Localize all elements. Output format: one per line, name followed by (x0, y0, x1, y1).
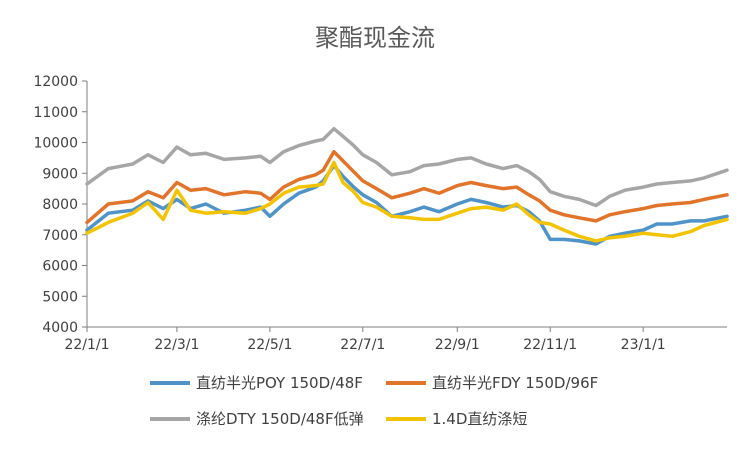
x-tick-label: 22/5/1 (247, 337, 292, 353)
x-tick-label: 22/3/1 (154, 337, 199, 353)
legend-item-fdy: 直纺半光FDY 150D/96F (386, 372, 598, 393)
y-tick-label: 10000 (33, 136, 78, 152)
x-axis: 22/1/1 22/3/1 22/5/1 22/7/1 22/9/1 22/11/1 23/… (64, 326, 727, 353)
series-line-1 (85, 149, 729, 225)
y-tick-label: 12000 (33, 74, 78, 90)
series-lines (85, 126, 729, 246)
legend-swatch-poy (150, 380, 190, 385)
y-tick-label: 11000 (33, 105, 78, 121)
legend-item-psf: 1.4D直纺涤短 (386, 408, 527, 429)
series-line-0 (85, 163, 729, 246)
legend-swatch-dty (150, 416, 190, 421)
series-line-3 (85, 160, 729, 243)
legend-label-poy: 直纺半光POY 150D/48F (196, 374, 363, 392)
x-tick-label: 23/1/1 (621, 337, 666, 353)
legend-item-dty: 涤纶DTY 150D/48F低弹 (150, 408, 364, 429)
chart-title: 聚酯现金流 (315, 24, 435, 52)
legend-item-poy: 直纺半光POY 150D/48F (150, 372, 363, 393)
y-tick-label: 6000 (42, 259, 78, 275)
x-tick-label: 22/9/1 (435, 337, 480, 353)
y-tick-label: 5000 (42, 289, 78, 305)
y-axis: 4000 5000 6000 7000 8000 9000 10000 11000 12000 (33, 74, 88, 336)
y-tick-label: 4000 (42, 320, 78, 336)
y-tick-label: 7000 (42, 228, 78, 244)
x-tick-label: 22/7/1 (340, 337, 385, 353)
legend-label-fdy: 直纺半光FDY 150D/96F (432, 374, 599, 392)
legend-label-psf: 1.4D直纺涤短 (432, 410, 528, 428)
x-tick-label: 22/1/1 (64, 337, 109, 353)
x-tick-label: 22/11/1 (523, 337, 577, 353)
legend-swatch-psf (386, 416, 426, 421)
legend-swatch-fdy (386, 380, 426, 385)
y-tick-label: 8000 (42, 197, 78, 213)
legend-label-dty: 涤纶DTY 150D/48F低弹 (196, 410, 364, 428)
series-line-2 (85, 126, 729, 208)
y-tick-label: 9000 (42, 166, 78, 182)
